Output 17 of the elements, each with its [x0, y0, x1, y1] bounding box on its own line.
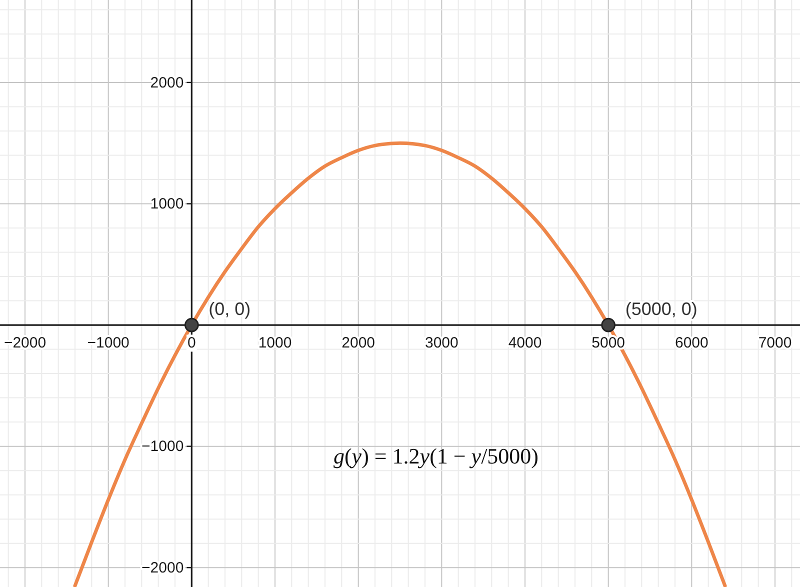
- annotation: g(y) = 1.2y(1 − y/5000): [333, 444, 539, 469]
- x-tick-label: 0: [187, 334, 196, 352]
- x-tick-label: −1000: [87, 334, 130, 352]
- x-tick-label: 1000: [258, 334, 292, 352]
- line-series: [73, 141, 727, 587]
- x-tick-label: 3000: [424, 334, 458, 352]
- x-tick-label: 7000: [758, 334, 792, 352]
- y-tick-label: 2000: [150, 74, 184, 92]
- y-tick-label: −2000: [142, 559, 184, 576]
- annotation: (0, 0): [208, 299, 251, 320]
- y-tick-label: −1000: [142, 438, 184, 456]
- x-tick-label: 6000: [674, 334, 708, 352]
- x-tick-label: 2000: [342, 334, 376, 352]
- x-tick-label: −2000: [4, 334, 46, 352]
- annotation: (5000, 0): [625, 299, 698, 320]
- y-tick-label: 1000: [150, 196, 184, 213]
- x-tick-label: 4000: [508, 334, 542, 352]
